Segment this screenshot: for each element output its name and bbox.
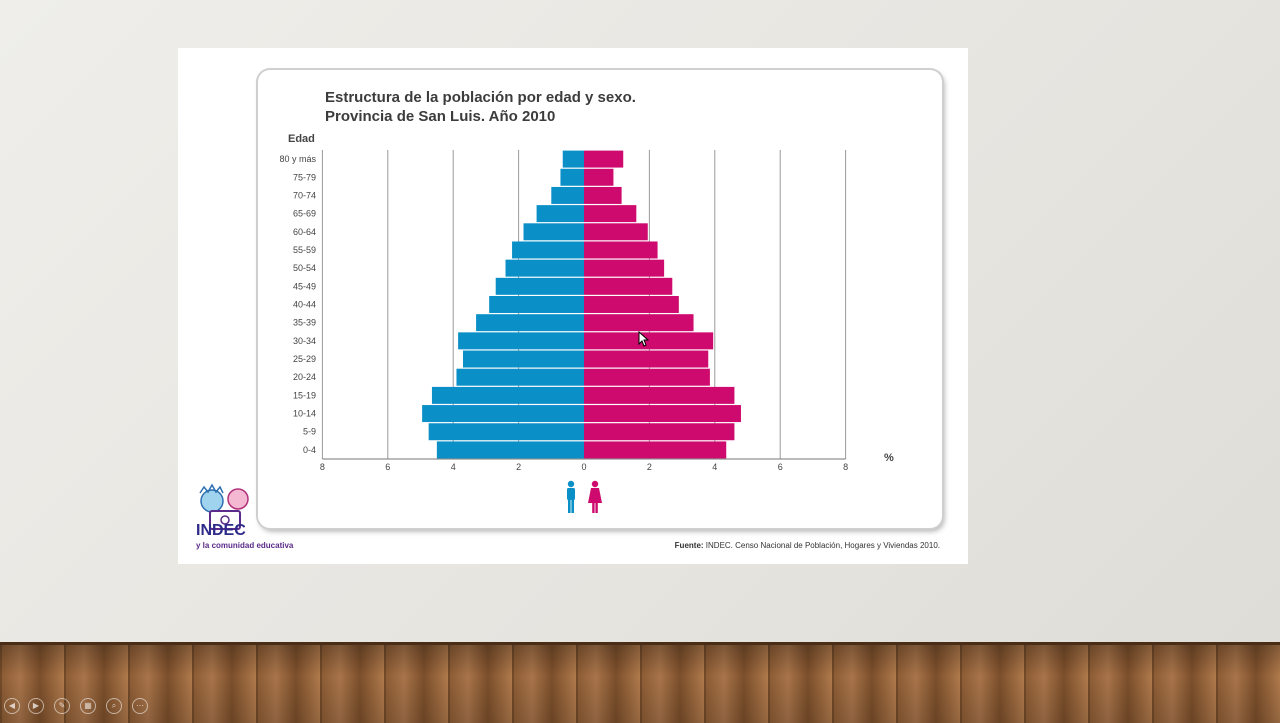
y-tick-label: 50-54	[293, 263, 316, 273]
x-tick-label: 2	[647, 462, 652, 472]
chart-title: Estructura de la población por edad y se…	[325, 88, 825, 126]
bar-female	[584, 186, 622, 204]
y-tick-label: 60-64	[293, 227, 316, 237]
source-note: Fuente: INDEC. Censo Nacional de Poblaci…	[658, 541, 940, 550]
bar-female	[584, 296, 679, 313]
bar-male	[505, 259, 584, 277]
male-figure-icon	[567, 480, 575, 513]
bar-male	[456, 368, 584, 386]
slide: Estructura de la población por edad y se…	[178, 48, 968, 564]
y-tick-label: 45-49	[293, 281, 316, 291]
bar-male	[431, 386, 584, 404]
more-icon[interactable]: ⋯	[132, 698, 148, 714]
bar-female	[584, 259, 665, 277]
bar-male	[560, 168, 584, 186]
bar-male	[422, 405, 584, 423]
bar-female	[584, 241, 658, 259]
y-tick-label: 70-74	[293, 190, 316, 200]
y-tick-label: 25-29	[293, 354, 316, 364]
bar-female	[584, 405, 741, 423]
y-tick-label: 75-79	[293, 172, 316, 182]
chart-title-line1: Estructura de la población por edad y se…	[325, 89, 636, 106]
x-tick-label: 8	[843, 462, 848, 472]
wooden-floor-background	[0, 642, 1280, 723]
source-text: INDEC. Censo Nacional de Población, Hoga…	[703, 541, 940, 550]
x-tick-label: 6	[385, 462, 390, 472]
bar-male	[523, 223, 584, 241]
bar-female	[584, 314, 694, 332]
population-pyramid-chart: 80 y más75-7970-7465-6960-6455-5950-5445…	[279, 133, 894, 472]
y-tick-label: 15-19	[293, 390, 316, 400]
bar-female	[584, 368, 710, 386]
x-tick-label: 8	[320, 462, 325, 472]
bar-male	[536, 205, 584, 223]
y-tick-label: 65-69	[293, 209, 316, 219]
logo-subtitle: y la comunidad educativa	[196, 541, 294, 550]
y-tick-label: 0-4	[303, 445, 316, 455]
chart-title-line2: Provincia de San Luis. Año 2010	[325, 108, 556, 125]
x-tick-label: 4	[451, 462, 456, 472]
bar-female	[584, 441, 727, 459]
x-tick-label: 0	[581, 462, 586, 472]
bar-female	[584, 332, 714, 350]
y-tick-label: 55-59	[293, 245, 316, 255]
y-axis-title: Edad	[288, 133, 315, 145]
bar-male	[463, 350, 584, 368]
x-axis-unit: %	[884, 452, 894, 464]
y-tick-label: 40-44	[293, 300, 316, 310]
bar-male	[495, 277, 584, 295]
bar-male	[562, 150, 584, 168]
bar-male	[489, 296, 584, 313]
y-tick-label: 10-14	[293, 409, 316, 419]
bar-female	[584, 168, 614, 186]
female-figure-icon	[588, 480, 602, 513]
pen-icon[interactable]: ✎	[54, 698, 70, 714]
slides-icon[interactable]: ▦	[80, 698, 96, 714]
bar-male	[551, 186, 584, 204]
bar-female	[584, 223, 648, 241]
y-tick-label: 30-34	[293, 336, 316, 346]
logo-name: INDEC	[196, 522, 246, 539]
bar-female	[584, 277, 673, 295]
x-tick-label: 2	[516, 462, 521, 472]
bar-male	[458, 332, 584, 350]
y-tick-label: 80 y más	[279, 154, 316, 164]
next-icon[interactable]: ▶	[28, 698, 44, 714]
prev-icon[interactable]: ◀	[4, 698, 20, 714]
bar-male	[436, 441, 584, 459]
bar-female	[584, 350, 709, 368]
bar-male	[476, 314, 584, 332]
bar-female	[584, 205, 637, 223]
bar-male	[428, 423, 584, 441]
x-tick-label: 4	[712, 462, 717, 472]
bar-female	[584, 386, 735, 404]
bar-male	[512, 241, 584, 259]
y-tick-label: 35-39	[293, 318, 316, 328]
zoom-icon[interactable]: ⌕	[106, 698, 122, 714]
y-tick-label: 20-24	[293, 372, 316, 382]
bar-female	[584, 150, 624, 168]
bar-female	[584, 423, 735, 441]
source-label: Fuente:	[674, 541, 704, 550]
legend-figures	[567, 480, 602, 513]
y-tick-label: 5-9	[303, 427, 316, 437]
mouse-cursor-icon	[638, 331, 650, 347]
indec-logo	[199, 483, 249, 530]
x-tick-label: 6	[778, 462, 783, 472]
